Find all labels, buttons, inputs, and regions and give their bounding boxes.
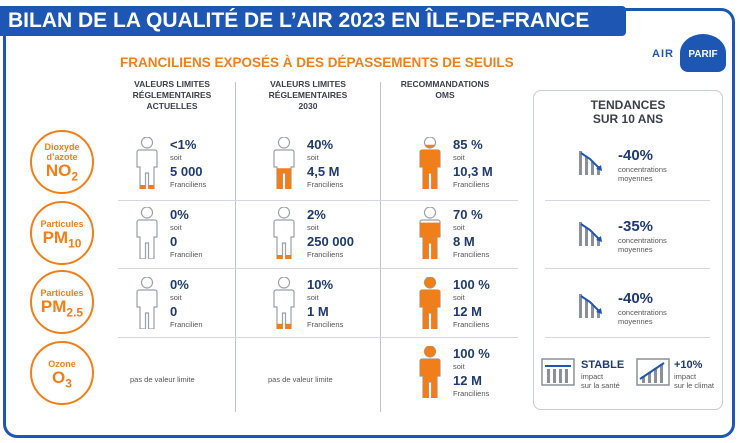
population-unit: Franciliens <box>307 250 344 259</box>
soit-label: soit <box>170 153 182 162</box>
population-unit: Franciliens <box>170 180 207 189</box>
population-unit: Francilien <box>170 320 203 329</box>
divider <box>545 268 710 269</box>
pollutant-badge-pm10: Particules PM10 <box>30 201 94 265</box>
subtitle: FRANCILIENS EXPOSÉS À DES DÉPASSEMENTS D… <box>120 55 514 70</box>
pollutant-badge-pm25: Particules PM2.5 <box>30 270 94 334</box>
trend-label: concentrations moyennes <box>618 165 667 183</box>
trend-label: impact sur le climat <box>674 372 715 390</box>
divider <box>118 337 518 338</box>
person-icon <box>419 277 441 329</box>
trend-value: +10% <box>674 359 703 371</box>
person-icon <box>273 137 295 189</box>
pollutant-badge-o3: Ozone O3 <box>30 341 94 405</box>
person-icon <box>136 137 158 189</box>
soit-label: soit <box>453 362 465 371</box>
trend-label: impact sur la santé <box>581 372 620 390</box>
trend-down-chart-icon <box>579 222 602 246</box>
person-icon <box>136 277 158 329</box>
trend-pm10: -35% concentrations moyennes <box>578 218 667 254</box>
trends-title: TENDANCES SUR 10 ANS <box>590 98 666 126</box>
exposure-percent: 40% <box>307 137 334 152</box>
trend-no2: -40% concentrations moyennes <box>578 147 667 183</box>
population-unit: Francilien <box>170 250 203 259</box>
exposure-count: 10,3 M <box>453 164 493 179</box>
population-unit: Franciliens <box>307 320 344 329</box>
exposure-percent: 100 % <box>453 346 490 361</box>
trend-pm25: -40% concentrations moyennes <box>578 290 667 326</box>
population-unit: Franciliens <box>453 180 490 189</box>
divider <box>545 337 710 338</box>
exposure-percent: 0% <box>170 277 189 292</box>
divider <box>235 82 236 412</box>
soit-label: soit <box>307 223 319 232</box>
person-icon <box>136 207 158 259</box>
exposure-percent: 0% <box>170 207 189 222</box>
trend-label: concentrations moyennes <box>618 308 667 326</box>
exposure-count: 5 000 <box>170 164 203 179</box>
exposure-count: 0 <box>170 304 178 319</box>
column-header-current: VALEURS LIMITES RÉGLEMENTAIRES ACTUELLES <box>132 79 212 111</box>
soit-label: soit <box>170 223 182 232</box>
trend-o3-climate: +10% impact sur le climat <box>636 357 714 392</box>
population-unit: Franciliens <box>307 180 344 189</box>
soit-label: soit <box>453 293 465 302</box>
divider <box>545 200 710 201</box>
exposure-percent: 85 % <box>453 137 483 152</box>
no-limit-2030: pas de valeur limite <box>268 375 333 384</box>
page-title: BILAN DE LA QUALITÉ DE L’AIR 2023 EN ÎLE… <box>0 6 626 36</box>
divider <box>118 268 518 269</box>
soit-label: soit <box>453 153 465 162</box>
no-limit-current: pas de valeur limite <box>130 375 195 384</box>
trend-down-chart-icon <box>579 294 602 318</box>
soit-label: soit <box>307 153 319 162</box>
column-header-oms: RECOMMANDATIONS OMS <box>400 79 490 100</box>
exposure-percent: 100 % <box>453 277 490 292</box>
divider <box>118 200 518 201</box>
exposure-percent: 10% <box>307 277 334 292</box>
exposure-count: 1 M <box>307 304 329 319</box>
population-unit: Franciliens <box>453 389 490 398</box>
trend-value: -35% <box>618 218 654 235</box>
pollutant-badge-no2: Dioxyde d’azote NO2 <box>30 130 94 194</box>
soit-label: soit <box>453 223 465 232</box>
trend-label: concentrations moyennes <box>618 236 667 254</box>
exposure-count: 12 M <box>453 373 482 388</box>
trend-down-chart-icon <box>579 151 602 175</box>
stable-chart-icon <box>541 358 575 386</box>
exposure-count: 250 000 <box>307 234 354 249</box>
exposure-count: 4,5 M <box>307 164 340 179</box>
logo-text: AIR <box>652 48 674 60</box>
trend-value: -40% <box>618 147 654 164</box>
person-icon <box>273 277 295 329</box>
trend-value: -40% <box>618 290 654 307</box>
exposure-count: 8 M <box>453 234 475 249</box>
exposure-percent: 2% <box>307 207 326 222</box>
column-header-2030: VALEURS LIMITES RÉGLEMENTAIRES 2030 <box>268 79 348 111</box>
trend-up-chart-icon <box>636 358 670 386</box>
population-unit: Franciliens <box>453 250 490 259</box>
person-icon <box>419 207 441 259</box>
person-icon <box>419 346 441 398</box>
divider <box>380 82 381 412</box>
airparif-logo: PARIF <box>680 34 726 72</box>
exposure-percent: <1% <box>170 137 197 152</box>
trend-o3-health: STABLE impact sur la santé <box>541 357 624 392</box>
population-unit: Franciliens <box>453 320 490 329</box>
soit-label: soit <box>307 293 319 302</box>
exposure-percent: 70 % <box>453 207 483 222</box>
person-icon <box>273 207 295 259</box>
soit-label: soit <box>170 293 182 302</box>
trends-panel <box>533 90 723 410</box>
person-icon <box>419 137 441 189</box>
exposure-count: 0 <box>170 234 178 249</box>
exposure-count: 12 M <box>453 304 482 319</box>
trend-value: STABLE <box>581 359 625 371</box>
